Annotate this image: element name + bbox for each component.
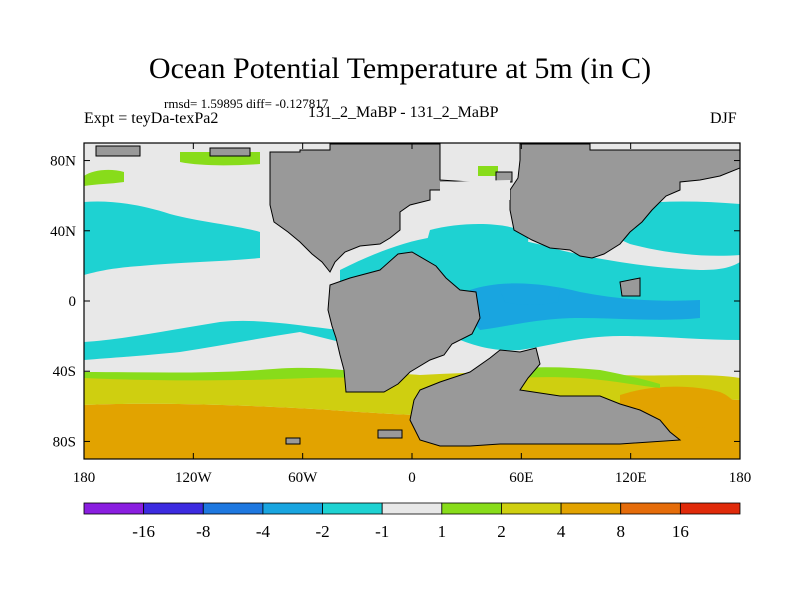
colorbar-level-label: 2 [497, 522, 506, 541]
x-tick-label: 120W [175, 470, 213, 486]
colorbar-swatch [381, 502, 443, 515]
y-tick-label: 80N [50, 154, 76, 170]
colorbar-swatch [441, 502, 502, 515]
landmass-northeast [509, 143, 740, 259]
indian-ocean-cool [425, 224, 529, 261]
arctic-green-margin [84, 169, 124, 186]
plot-area [84, 143, 740, 459]
colorbar-level-label: -1 [375, 522, 389, 541]
landmass-northwest [269, 143, 471, 273]
island-small-east-pacific [619, 277, 641, 297]
colorbar-swatch [679, 502, 741, 515]
colorbar-level-label: 8 [616, 522, 625, 541]
rmsd-diff-stats: rmsd= 1.59895 diff= -0.127817 [164, 96, 329, 111]
atlantic-pool-anomaly [500, 285, 560, 305]
landmass-southwest [327, 251, 481, 393]
colorbar-swatch [620, 502, 681, 515]
island-arctic-strip [209, 147, 251, 157]
colorbar-level-label: -16 [132, 522, 155, 541]
colorbar-swatch [262, 502, 323, 515]
island-arctic-west [95, 145, 141, 157]
colorbar-swatch [143, 502, 204, 515]
x-tick-label: 180 [729, 470, 752, 486]
colorbar-level-label: 1 [438, 522, 447, 541]
colorbar-swatch [202, 502, 264, 515]
colorbar-level-label: -8 [196, 522, 210, 541]
ocean-channel [440, 180, 510, 200]
x-tick-label: 60E [509, 470, 533, 486]
colorbar-swatch [560, 502, 622, 515]
island-south-mid [377, 429, 403, 439]
experiment-label: Expt = teyDa-texPa2 [84, 110, 219, 127]
colorbar: -16 -8 -4 -2 -1 1 2 4 8 16 [83, 502, 741, 541]
green-fringe-south [84, 367, 360, 381]
y-tick-label: 0 [69, 294, 77, 310]
colorbar-level-label: -4 [256, 522, 271, 541]
season-label: DJF [710, 110, 737, 127]
island-south-west [285, 437, 301, 445]
colorbar-level-label: -2 [315, 522, 329, 541]
x-tick-label: 60W [288, 470, 318, 486]
landmass-antarctica [409, 347, 682, 447]
colorbar-swatch [501, 502, 562, 515]
y-tick-label: 40S [53, 364, 76, 380]
y-tick-label: 40N [50, 224, 76, 240]
x-axis: 180 120W 60W 0 60E 120E 180 [73, 143, 752, 486]
colorbar-level-label: 4 [557, 522, 566, 541]
x-tick-label: 120E [615, 470, 647, 486]
island-small-atlantic [495, 171, 513, 183]
chart-title: Ocean Potential Temperature at 5m (in C) [148, 52, 652, 85]
colorbar-level-label: 16 [672, 522, 689, 541]
y-axis: 80N 40N 0 40S 80S [50, 154, 740, 450]
arctic-green-patch [478, 166, 498, 176]
case-label: 131_2_MaBP - 131_2_MaBP [308, 104, 499, 121]
x-tick-label: 180 [73, 470, 96, 486]
y-tick-label: 80S [53, 434, 76, 450]
colorbar-swatch [83, 502, 145, 515]
land-masses [95, 143, 740, 447]
x-tick-label: 0 [408, 470, 416, 486]
colorbar-swatch [322, 502, 383, 515]
